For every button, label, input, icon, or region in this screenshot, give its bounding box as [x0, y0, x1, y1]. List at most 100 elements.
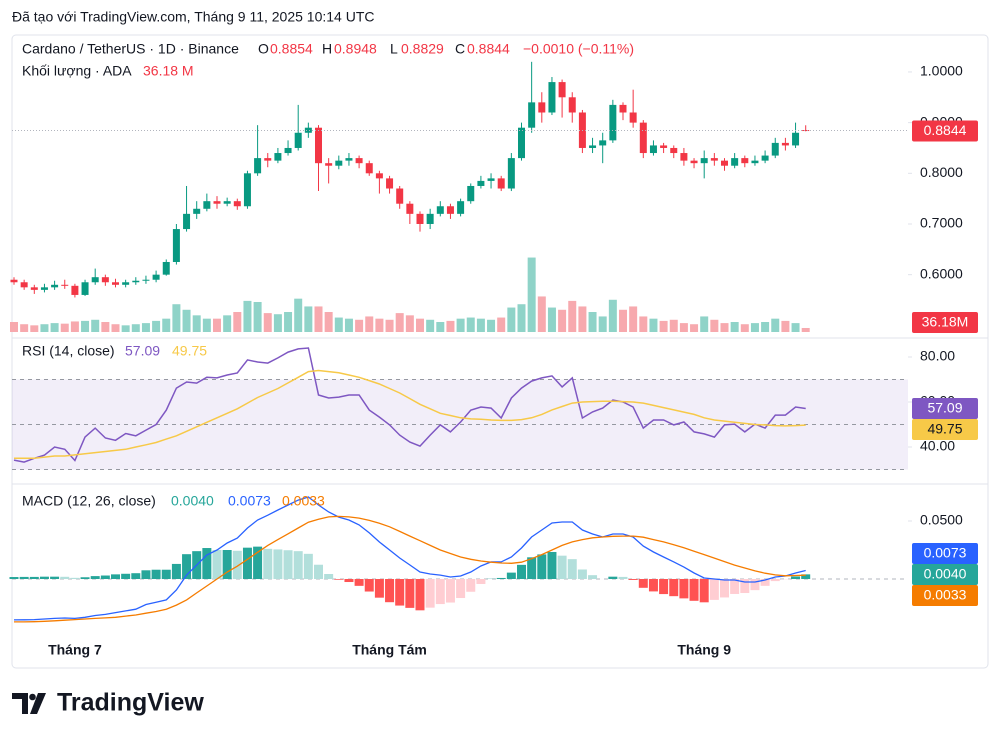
candle-body [172, 229, 180, 262]
candle-body [223, 201, 231, 204]
histogram-bar [100, 575, 110, 579]
candle-body [528, 102, 536, 128]
ohlc-letter: L [390, 41, 398, 57]
legend-title: Cardano / TetherUS · 1D · Binance [22, 41, 239, 57]
volume-bar [365, 316, 374, 332]
histogram-bar [517, 564, 526, 579]
candle-body [91, 277, 99, 283]
histogram-bar [608, 576, 618, 579]
volume-bar [233, 312, 242, 332]
y-tick-label: 80.00 [920, 348, 955, 364]
volume-bar [537, 296, 546, 332]
histogram-bar [232, 550, 242, 579]
candle-body [132, 280, 140, 283]
volume-bar [619, 309, 627, 332]
candle-body [781, 142, 789, 146]
histogram-bar [547, 551, 557, 579]
candle-body [183, 213, 191, 230]
macd-line [13, 496, 806, 621]
volume-bar [598, 316, 607, 332]
histogram-bar [121, 573, 131, 579]
price-tag-label: 49.75 [927, 421, 962, 437]
volume-bar [416, 318, 424, 332]
volume-bar [487, 319, 496, 332]
volume-bar [152, 320, 161, 332]
candle-body [10, 279, 18, 283]
volume-bar [750, 323, 759, 332]
volume-bar [771, 318, 780, 332]
candle-body [61, 284, 69, 286]
price-tag-label: 57.09 [927, 400, 962, 416]
legend-value: 57.09 [125, 343, 160, 359]
volume-bar [568, 300, 577, 332]
volume-bar [791, 323, 800, 332]
histogram-bar [222, 550, 232, 579]
histogram-bar [456, 579, 466, 599]
volume-bar [669, 319, 678, 332]
candle-body [731, 158, 739, 166]
volume-bar [91, 319, 100, 332]
histogram-bar [273, 549, 283, 579]
volume-bar [547, 307, 556, 332]
histogram-bar [253, 546, 263, 579]
volume-bar [446, 320, 455, 332]
candle-body [315, 127, 322, 164]
volume-bar [355, 319, 364, 332]
histogram-bar [669, 579, 679, 597]
x-tick-label: Tháng 7 [48, 642, 102, 658]
candle-body [619, 104, 627, 113]
candle-body [233, 201, 241, 207]
candle-body [416, 213, 424, 224]
histogram-bar [202, 548, 212, 579]
volume-bar [20, 324, 29, 332]
histogram-bar [90, 576, 100, 579]
histogram-bar [709, 579, 719, 600]
histogram-bar [182, 554, 192, 579]
histogram-bar [577, 569, 587, 579]
volume-bar [10, 322, 18, 332]
volume-bar [456, 318, 465, 332]
legend-title: Khối lượng · ADA [22, 63, 132, 79]
histogram-bar [801, 574, 811, 579]
histogram-bar [131, 573, 141, 579]
volume-bar [294, 298, 303, 332]
volume-bar [517, 304, 526, 332]
rsi-line [14, 369, 806, 460]
candle-body [609, 104, 617, 141]
candle-body [386, 178, 394, 189]
volume-bar [730, 322, 739, 332]
volume-bar [588, 312, 597, 332]
candle-body [20, 282, 28, 288]
volume-bar [497, 317, 506, 332]
volume-bar [710, 319, 719, 332]
x-tick-label: Tháng 9 [677, 642, 731, 658]
volume-bar [679, 323, 688, 332]
legend-value: 36.18 M [143, 63, 194, 79]
histogram-bar [141, 570, 151, 579]
candle-body [122, 282, 130, 285]
macd-line [14, 515, 806, 623]
volume-bar [639, 316, 648, 332]
histogram-bar [263, 548, 273, 579]
legend-title: MACD (12, 26, close) [22, 493, 156, 509]
candle-body [426, 213, 434, 224]
volume-bar [121, 325, 130, 332]
ohlc-value: 0.8829 [401, 41, 444, 57]
candle-body [193, 208, 201, 214]
histogram-bar [740, 579, 750, 594]
price-tag [912, 543, 978, 564]
volume-bar [405, 315, 414, 332]
histogram-bar [720, 579, 729, 598]
histogram-bar [111, 574, 120, 579]
candle-body [274, 153, 282, 161]
candle-body [101, 277, 109, 283]
price-tag [912, 564, 978, 585]
volume-bar [385, 319, 394, 332]
volume-bar [131, 324, 140, 332]
volume-bar [740, 324, 749, 332]
volume-bar [111, 324, 120, 332]
volume-bar [690, 324, 699, 332]
histogram-bar [212, 550, 222, 579]
y-tick-label: 0.6000 [920, 265, 963, 281]
